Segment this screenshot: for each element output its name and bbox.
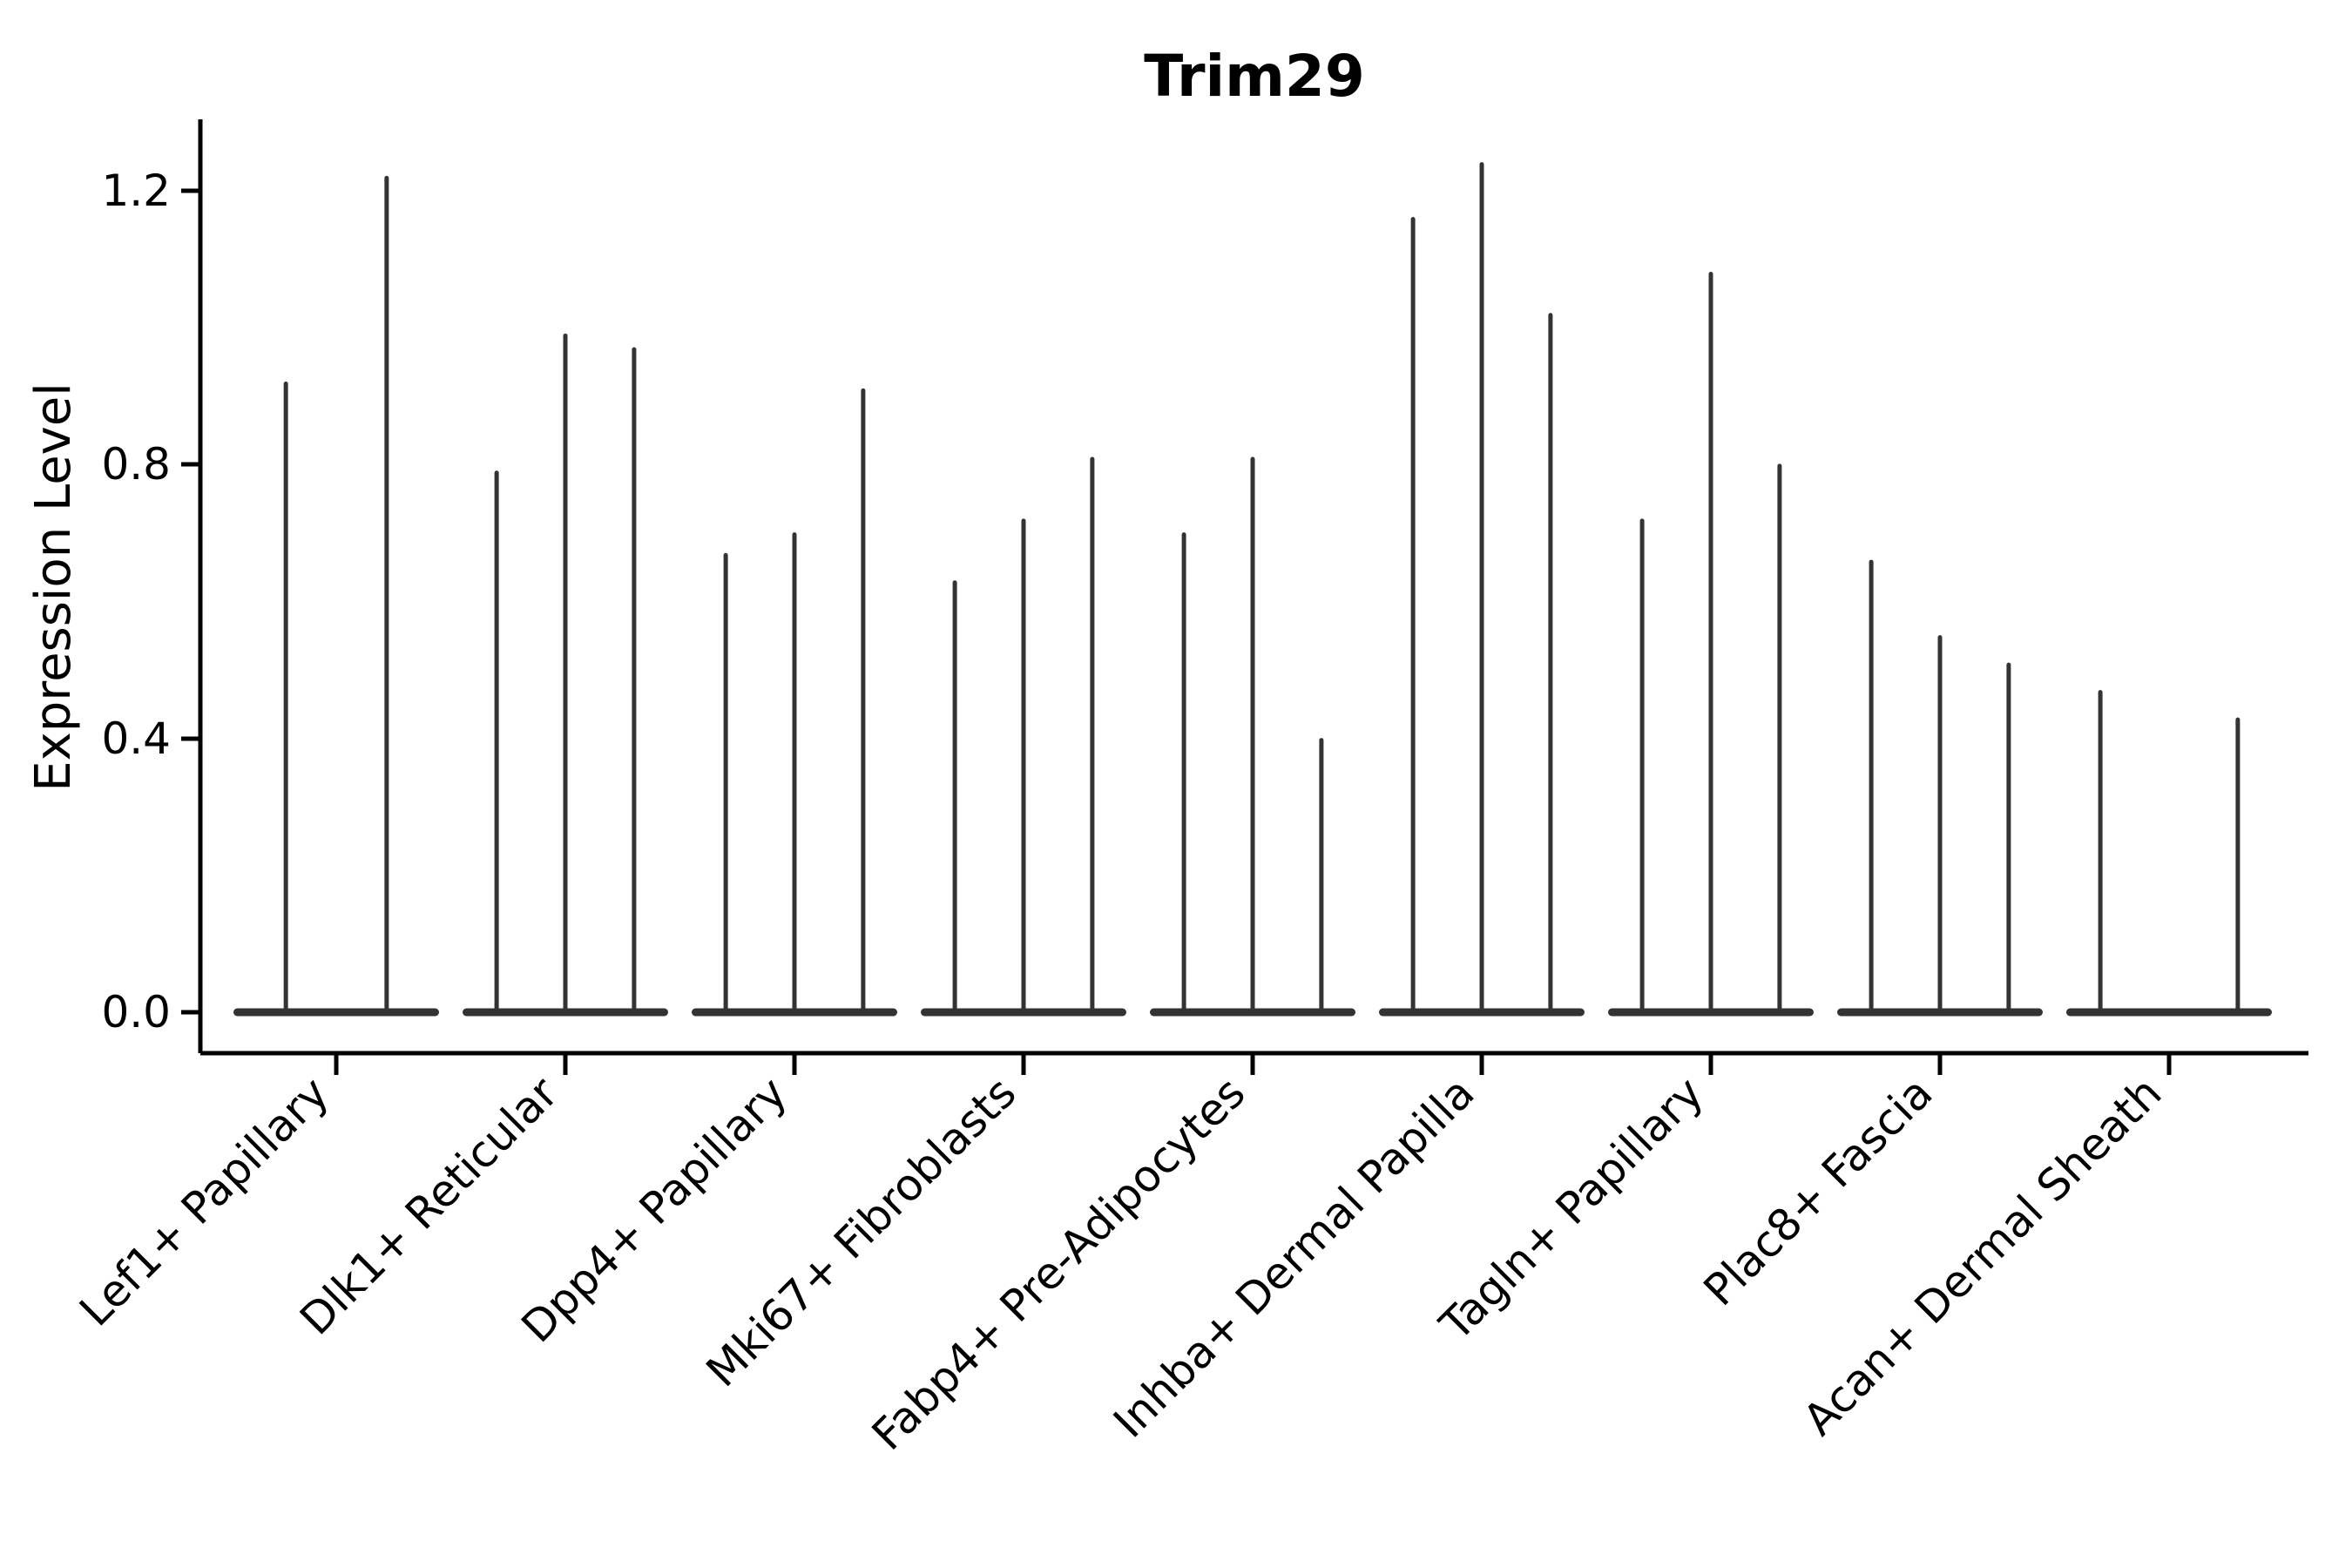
- y-tick-label: 0.8: [101, 439, 171, 490]
- violin-spike: [1181, 532, 1186, 1012]
- violin-spike: [1708, 272, 1713, 1012]
- violin-spike: [1869, 559, 1874, 1012]
- violin-spike: [2235, 717, 2240, 1012]
- violins-layer: [233, 162, 2272, 1017]
- violin-spike: [723, 552, 728, 1012]
- violin-spike: [1250, 456, 1255, 1012]
- violin-spike: [632, 347, 637, 1012]
- violin-spike: [1548, 313, 1553, 1012]
- violin-spike: [1937, 635, 1943, 1012]
- chart-title: Trim29: [1144, 43, 1365, 110]
- y-tick-label: 1.2: [101, 166, 171, 216]
- violin-spike: [563, 333, 568, 1012]
- y-axis-label: Expression Level: [25, 382, 82, 792]
- violin-spike: [494, 470, 499, 1012]
- violin-spike: [1090, 456, 1095, 1012]
- violin-spike: [384, 175, 389, 1013]
- violin-spike: [283, 381, 288, 1013]
- violin-spike: [2006, 662, 2011, 1012]
- violin-spike: [952, 580, 957, 1012]
- violin-spike: [1410, 217, 1416, 1012]
- x-tick-label: Fabp4+ Pre-Adipocytes: [862, 1067, 1255, 1460]
- violin-spike: [1319, 738, 1324, 1012]
- violin-spike: [1479, 162, 1484, 1012]
- y-tick-label: 0.4: [101, 713, 171, 764]
- violin-spike: [2098, 690, 2103, 1012]
- y-tick-label: 0.0: [101, 987, 171, 1037]
- violin-spike: [861, 388, 866, 1013]
- violin-spike: [1021, 518, 1026, 1012]
- violin-spike: [1777, 463, 1782, 1012]
- violin-base: [2066, 1008, 2272, 1017]
- violin-base: [233, 1008, 439, 1017]
- violin-spike: [792, 532, 797, 1012]
- violin-spike: [1639, 518, 1645, 1012]
- x-tick-label: Plac8+ Fascia: [1694, 1067, 1943, 1315]
- x-tick-label: Lef1+ Papillary: [70, 1067, 338, 1335]
